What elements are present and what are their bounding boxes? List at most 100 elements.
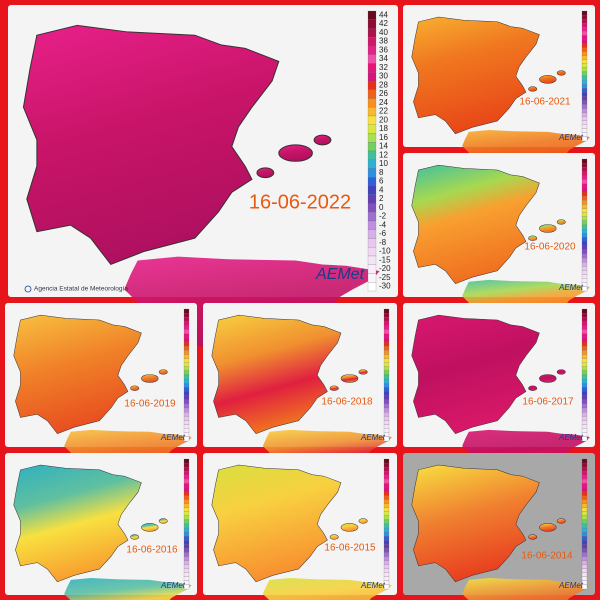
color-scale-cell bbox=[367, 273, 377, 283]
color-scale-cell bbox=[183, 536, 190, 541]
color-scale-cell bbox=[183, 407, 190, 413]
color-scale-cell bbox=[183, 370, 190, 376]
color-scale-cell bbox=[367, 63, 377, 73]
color-scale-cell bbox=[581, 108, 588, 113]
color-scale-cell bbox=[383, 379, 390, 384]
color-scale-cell bbox=[581, 191, 588, 197]
color-scale-cell bbox=[383, 321, 390, 326]
color-scale-cell bbox=[367, 255, 377, 265]
color-scale-cell bbox=[581, 245, 588, 250]
color-scale-cell bbox=[383, 544, 390, 549]
color-scale-cell bbox=[183, 436, 190, 442]
color-scale-cell bbox=[183, 467, 190, 472]
map-panel: 16-06-2021 AEMet bbox=[403, 5, 595, 177]
color-scale-cell bbox=[581, 220, 588, 226]
color-scale-cell bbox=[581, 96, 588, 101]
aemet-logo: AEMet bbox=[558, 283, 584, 292]
color-scale-cell bbox=[367, 185, 377, 195]
color-scale-cell bbox=[383, 337, 390, 343]
map-panel: 16-06-2020 AEMet bbox=[403, 153, 595, 328]
color-scale-cell bbox=[581, 208, 588, 213]
color-scale-cell bbox=[581, 200, 588, 205]
color-scale-cell bbox=[581, 124, 588, 129]
color-scale-cell bbox=[367, 72, 377, 82]
color-scale-label: 32 bbox=[379, 63, 388, 72]
color-scale-cell bbox=[581, 249, 588, 254]
color-scale-label: 30 bbox=[379, 72, 388, 81]
color-scale-cell bbox=[383, 412, 390, 417]
color-scale-cell bbox=[383, 333, 390, 338]
color-scale-cell bbox=[581, 412, 588, 417]
color-scale-cell bbox=[581, 233, 588, 238]
color-scale-cell bbox=[367, 45, 377, 55]
color-scale-cell bbox=[581, 536, 588, 541]
color-scale-cell bbox=[183, 395, 190, 400]
color-scale-cell bbox=[183, 499, 190, 504]
color-scale-cell bbox=[581, 274, 588, 279]
color-scale-cell bbox=[581, 548, 588, 553]
color-scale-label: 12 bbox=[379, 150, 388, 159]
color-scale-cell bbox=[581, 568, 588, 573]
color-scale-label: 10 bbox=[379, 159, 388, 168]
color-scale-cell bbox=[383, 458, 390, 464]
color-scale-cell bbox=[367, 177, 377, 187]
color-scale-cell bbox=[383, 383, 390, 388]
color-scale-cell bbox=[183, 325, 190, 330]
color-scale-cell bbox=[367, 229, 377, 239]
color-scale-cell bbox=[183, 350, 190, 355]
color-scale-cell bbox=[383, 568, 390, 573]
color-scale-cell bbox=[581, 403, 588, 409]
color-scale-cell bbox=[581, 560, 588, 565]
color-scale-cell bbox=[383, 564, 390, 569]
color-scale-cell bbox=[581, 92, 588, 97]
color-scale-cell bbox=[581, 391, 588, 396]
color-scale-cell bbox=[367, 247, 377, 257]
color-scale-cell bbox=[383, 407, 390, 413]
color-scale-cell bbox=[581, 416, 588, 421]
color-scale-cell bbox=[581, 39, 588, 44]
color-scale-cell bbox=[183, 416, 190, 421]
color-scale-cell bbox=[183, 317, 190, 322]
color-scale-cell bbox=[383, 527, 390, 533]
color-scale-cell bbox=[581, 362, 588, 367]
color-scale-cell bbox=[581, 216, 588, 221]
color-scale-cell bbox=[581, 262, 588, 267]
color-scale-cell bbox=[183, 475, 190, 480]
date-label: 16-06-2020 bbox=[524, 242, 576, 253]
color-scale-cell bbox=[183, 374, 190, 380]
color-scale-cell bbox=[183, 321, 190, 326]
color-scale-cell bbox=[183, 523, 190, 529]
color-scale-cell bbox=[367, 212, 377, 222]
map-panel: 16-06-2015 AEMet bbox=[203, 453, 397, 600]
color-scale-cell bbox=[581, 341, 588, 347]
color-scale-label: -20 bbox=[379, 264, 391, 273]
color-scale-cell bbox=[581, 532, 588, 537]
color-scale-label: 14 bbox=[379, 142, 388, 151]
color-scale-cell bbox=[383, 362, 390, 367]
color-scale-cell bbox=[383, 519, 390, 525]
color-scale-cell bbox=[367, 80, 377, 90]
color-scale-cell bbox=[581, 266, 588, 271]
color-scale-cell bbox=[581, 564, 588, 569]
color-scale-cell bbox=[581, 462, 588, 468]
color-scale-cell bbox=[581, 387, 588, 392]
color-scale-cell bbox=[367, 220, 377, 230]
color-scale-cell bbox=[581, 179, 588, 184]
color-scale-cell bbox=[367, 54, 377, 64]
color-scale-cell bbox=[183, 366, 190, 371]
color-scale-cell bbox=[581, 23, 588, 28]
color-scale-cell bbox=[581, 196, 588, 201]
color-scale-cell bbox=[581, 183, 588, 188]
color-scale-cell bbox=[383, 548, 390, 553]
color-scale-cell bbox=[581, 241, 588, 246]
color-scale-label: -25 bbox=[379, 273, 391, 282]
color-scale-cell bbox=[183, 548, 190, 553]
color-scale-cell bbox=[367, 37, 377, 47]
color-scale-cell bbox=[183, 540, 190, 545]
color-scale-cell bbox=[581, 71, 588, 77]
aemet-logo: AEMet bbox=[558, 581, 584, 590]
color-scale-label: 18 bbox=[379, 124, 388, 133]
color-scale-cell bbox=[183, 532, 190, 537]
color-scale-label: 20 bbox=[379, 115, 388, 124]
color-scale-cell bbox=[581, 47, 588, 52]
